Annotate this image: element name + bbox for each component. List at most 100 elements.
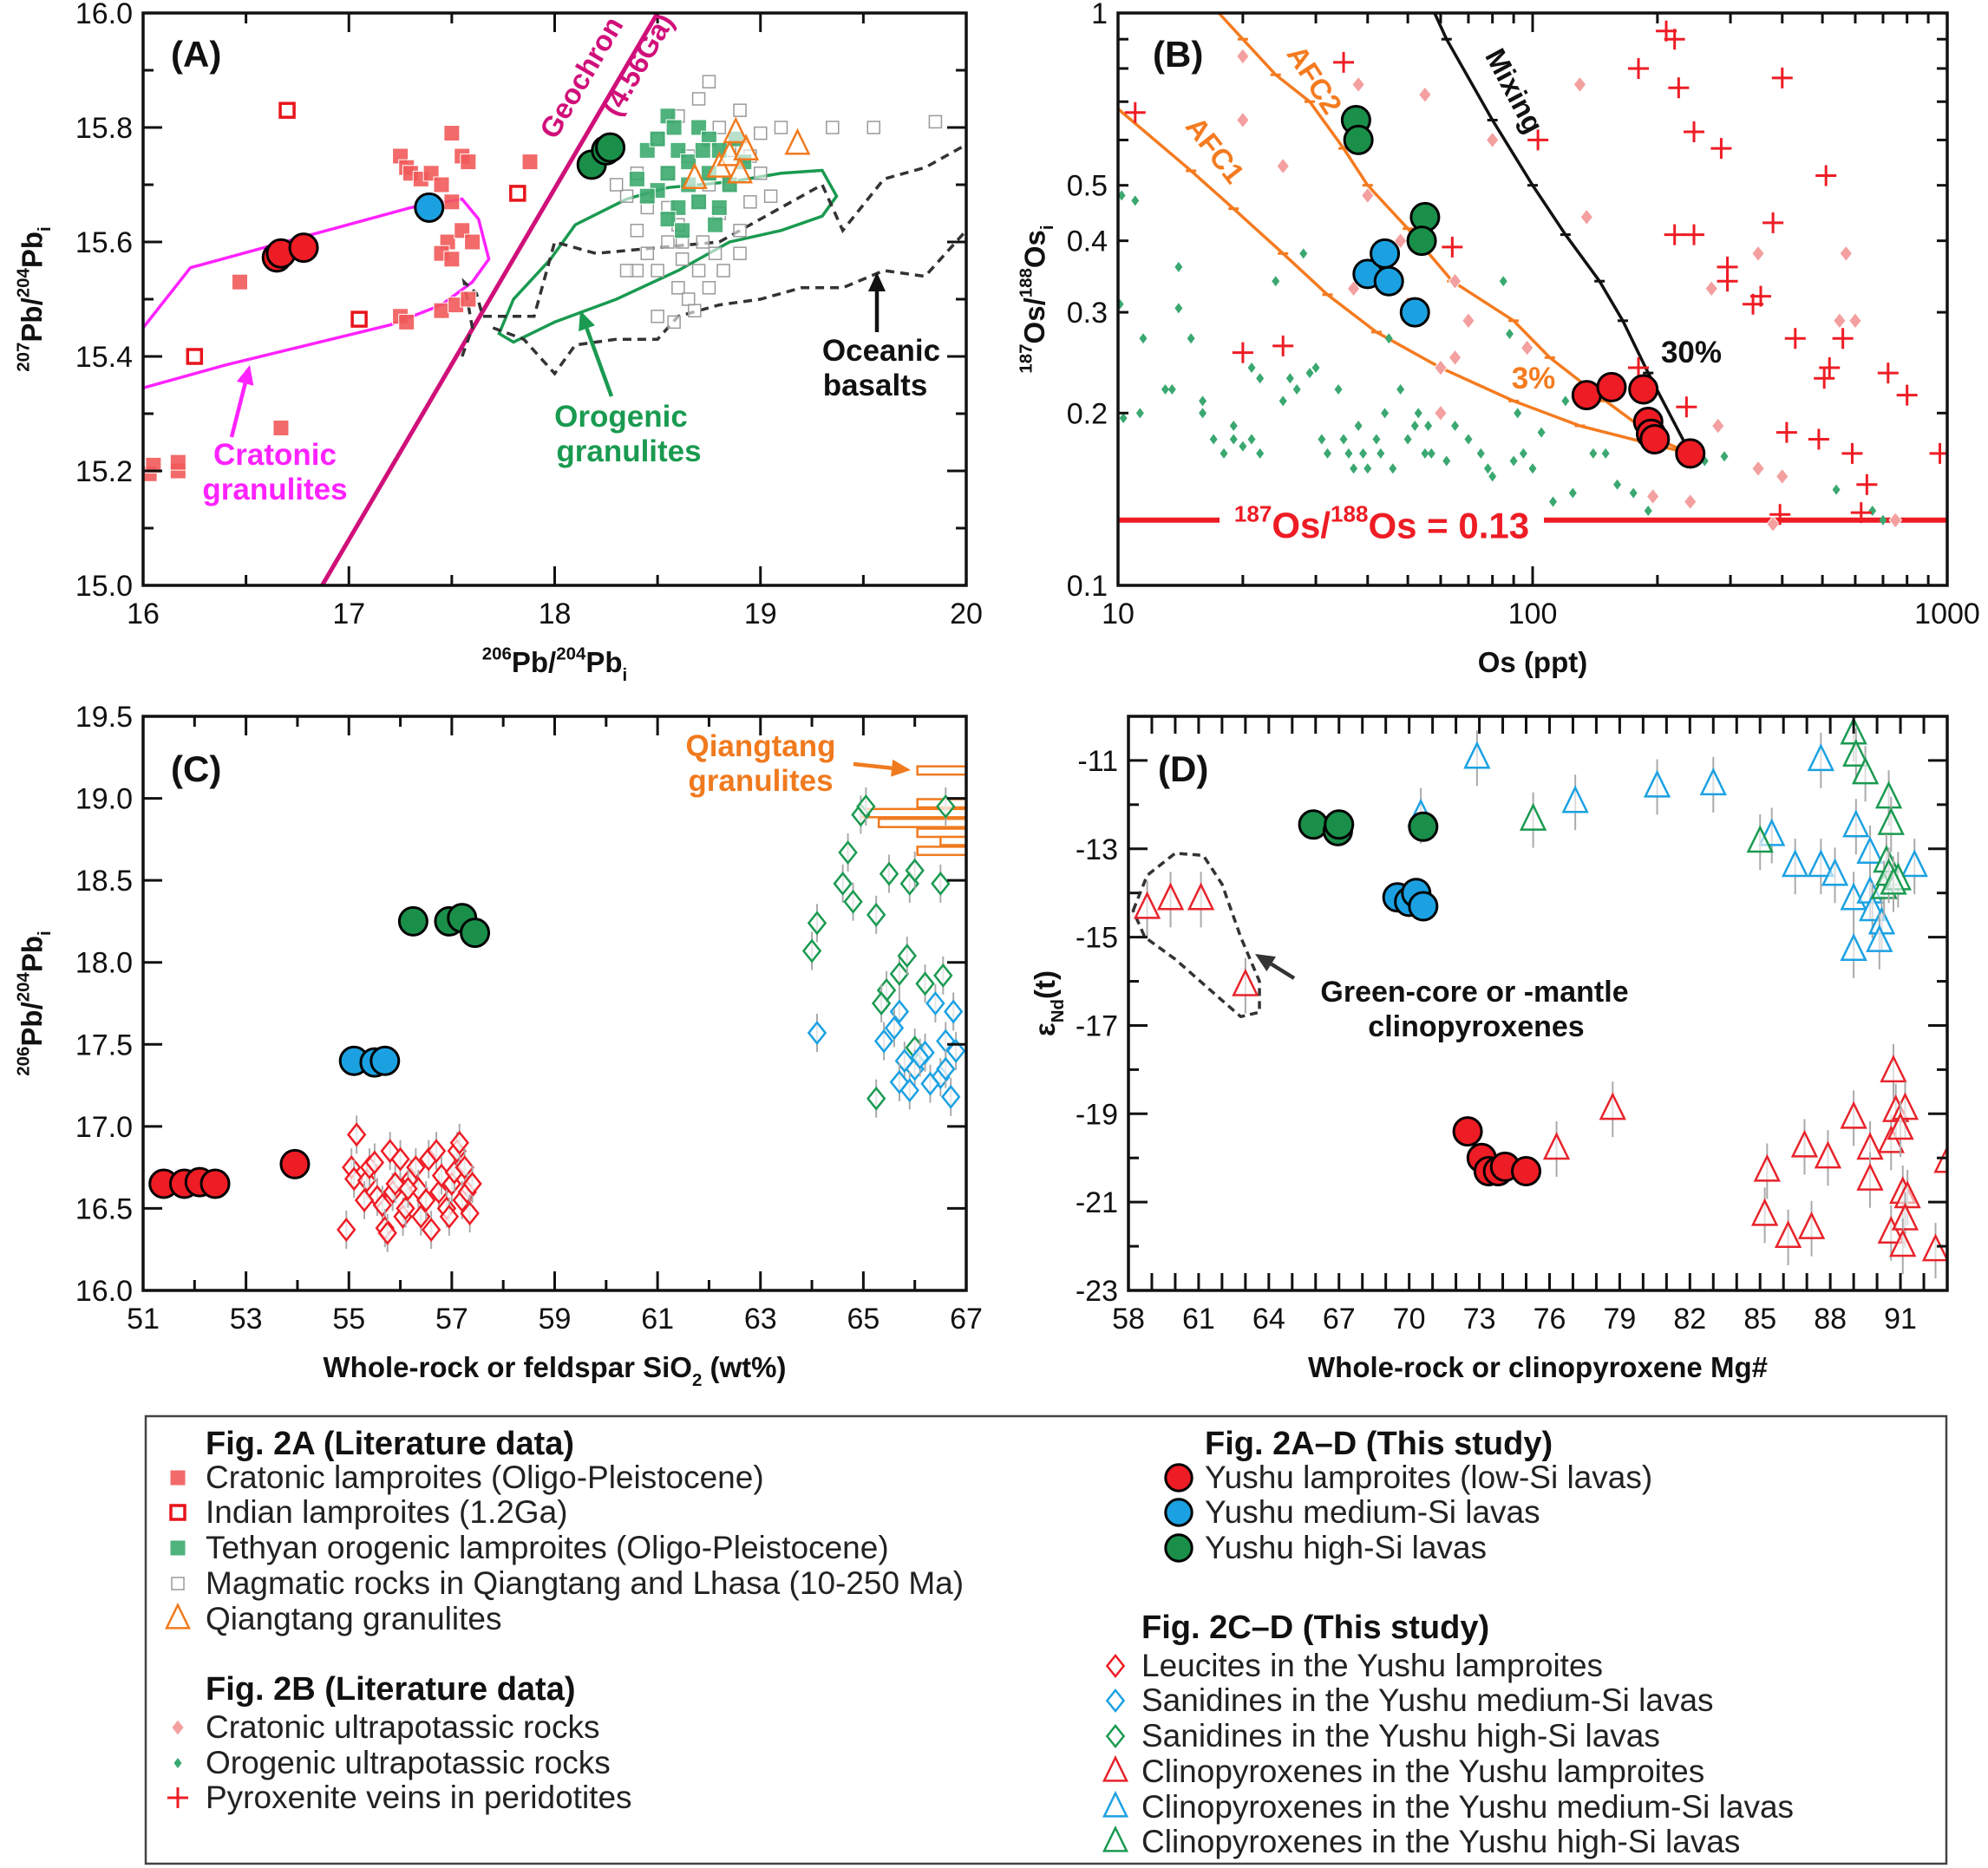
data-point xyxy=(1717,271,1738,292)
arrow-icon xyxy=(229,365,254,438)
y-tick-label: 18.5 xyxy=(75,865,133,898)
data-point xyxy=(1751,245,1765,263)
data-point xyxy=(169,454,186,471)
y-tick-label: -19 xyxy=(1076,1098,1118,1131)
y-axis-title-part: 204 xyxy=(13,972,33,1003)
y-tick-label: -15 xyxy=(1076,922,1118,955)
data-point xyxy=(910,1045,930,1070)
series-sanidines-in-the-yushu-medium-si-lavas xyxy=(807,984,966,1116)
data-point xyxy=(1324,809,1355,840)
data-point xyxy=(1880,866,1907,895)
data-point xyxy=(398,313,415,330)
reference-line-label-part: 188 xyxy=(1331,500,1368,526)
data-point xyxy=(651,310,664,323)
y-axis-title: 207Pb/204Pbi xyxy=(13,226,55,371)
y-axis-title-part: Os/ xyxy=(1018,297,1050,343)
y-tick-label: 15.8 xyxy=(75,112,133,145)
legend-group-title: Fig. 2A (Literature data) xyxy=(206,1426,574,1462)
legend-item-label: Cratonic lamproites (Oligo-Pleistocene) xyxy=(206,1460,764,1495)
data-point xyxy=(1561,395,1570,407)
data-point xyxy=(691,264,706,278)
y-tick-label: 16.5 xyxy=(75,1192,133,1225)
data-point xyxy=(1589,447,1598,459)
data-point xyxy=(866,1086,886,1111)
legend-marker-icon xyxy=(1105,1653,1126,1679)
data-point xyxy=(1856,835,1884,865)
data-point xyxy=(356,1168,377,1193)
legend-item-label: Qiangtang granulites xyxy=(206,1601,501,1636)
x-axis-title-part: Os (ppt) xyxy=(1478,646,1587,678)
legend-item: Cratonic lamproites (Oligo-Pleistocene) xyxy=(169,1460,764,1495)
data-point xyxy=(1842,809,1870,838)
arrow-icon xyxy=(868,272,886,332)
data-point xyxy=(1520,339,1534,356)
data-point xyxy=(1762,212,1784,233)
legend-marker-icon xyxy=(1102,1790,1129,1818)
data-point xyxy=(1710,138,1732,160)
legend-group-title: Fig. 2A–D (This study) xyxy=(1205,1426,1553,1462)
data-point xyxy=(1174,261,1183,272)
data-point xyxy=(1334,384,1343,395)
data-point xyxy=(784,127,811,155)
data-point xyxy=(733,224,747,238)
data-point xyxy=(1851,756,1880,785)
x-tick-label: 55 xyxy=(332,1303,365,1336)
y-tick-label: 0.4 xyxy=(1067,225,1108,258)
legend-item-label: Leucites in the Yushu lamproites xyxy=(1141,1648,1603,1683)
orogenic-granulites-field-line xyxy=(497,168,839,344)
series-yushu-high-si-lavas xyxy=(576,132,626,180)
legend-marker-icon xyxy=(167,1787,188,1808)
qiangtang-granulite-bar xyxy=(916,765,966,776)
data-point xyxy=(856,794,876,820)
data-point xyxy=(1750,285,1772,307)
data-point xyxy=(1579,208,1594,226)
data-point xyxy=(1549,496,1558,507)
data-point xyxy=(1832,484,1841,495)
data-point xyxy=(905,858,925,883)
data-point xyxy=(460,1201,480,1226)
data-point xyxy=(945,1038,966,1063)
data-point xyxy=(369,1045,401,1076)
data-point xyxy=(1272,276,1280,287)
data-point xyxy=(464,233,481,251)
data-point xyxy=(1124,101,1146,123)
data-point xyxy=(1815,165,1837,186)
data-point xyxy=(1427,447,1435,459)
x-tick-label: 61 xyxy=(1182,1303,1215,1336)
data-point xyxy=(1131,195,1140,206)
data-point xyxy=(710,199,728,216)
series-yushu-lamproites-low-si-lavas- xyxy=(1571,371,1706,469)
data-point xyxy=(449,1130,469,1155)
legend-item-label: Cratonic ultrapotassic rocks xyxy=(206,1709,599,1745)
y-tick-label: 15.4 xyxy=(75,341,133,374)
data-point xyxy=(1775,421,1797,443)
y-tick-label: 18.0 xyxy=(75,947,133,980)
x-axis-title-part: Whole-rock or clinopyroxene Mg# xyxy=(1308,1351,1768,1383)
data-point xyxy=(421,1218,441,1243)
data-point xyxy=(609,178,624,192)
data-point xyxy=(1448,272,1462,291)
data-point xyxy=(733,134,760,161)
data-point xyxy=(879,861,899,886)
legend-item: Yushu lamproites (low-Si lavas) xyxy=(1164,1460,1652,1495)
data-point xyxy=(1373,265,1404,297)
data-point xyxy=(920,1071,940,1096)
data-point xyxy=(1505,329,1514,340)
data-point xyxy=(364,1150,385,1175)
series-clinopyroxenes-in-the-yushu-lamproites xyxy=(1133,872,1947,1279)
data-point xyxy=(1664,29,1685,50)
data-point xyxy=(712,121,727,134)
series-pyroxenite-veins-in-peridotites xyxy=(1124,20,1947,526)
data-point xyxy=(1381,408,1390,419)
data-point xyxy=(1528,463,1537,474)
data-point xyxy=(414,192,445,223)
series-yushu-lamproites-low-si-lavas- xyxy=(148,1148,311,1199)
data-point xyxy=(1887,1112,1914,1140)
legend: Fig. 2A (Literature data)Cratonic lampro… xyxy=(144,1414,1948,1865)
x-tick-label: 79 xyxy=(1603,1303,1636,1336)
data-point xyxy=(1174,303,1183,314)
data-point xyxy=(1410,421,1419,432)
x-axis-title: Whole-rock or feldspar SiO2 (wt%) xyxy=(324,1351,787,1390)
data-point xyxy=(723,116,749,144)
legend-item-label: Clinopyroxenes in the Yushu lamproites xyxy=(1141,1754,1704,1789)
